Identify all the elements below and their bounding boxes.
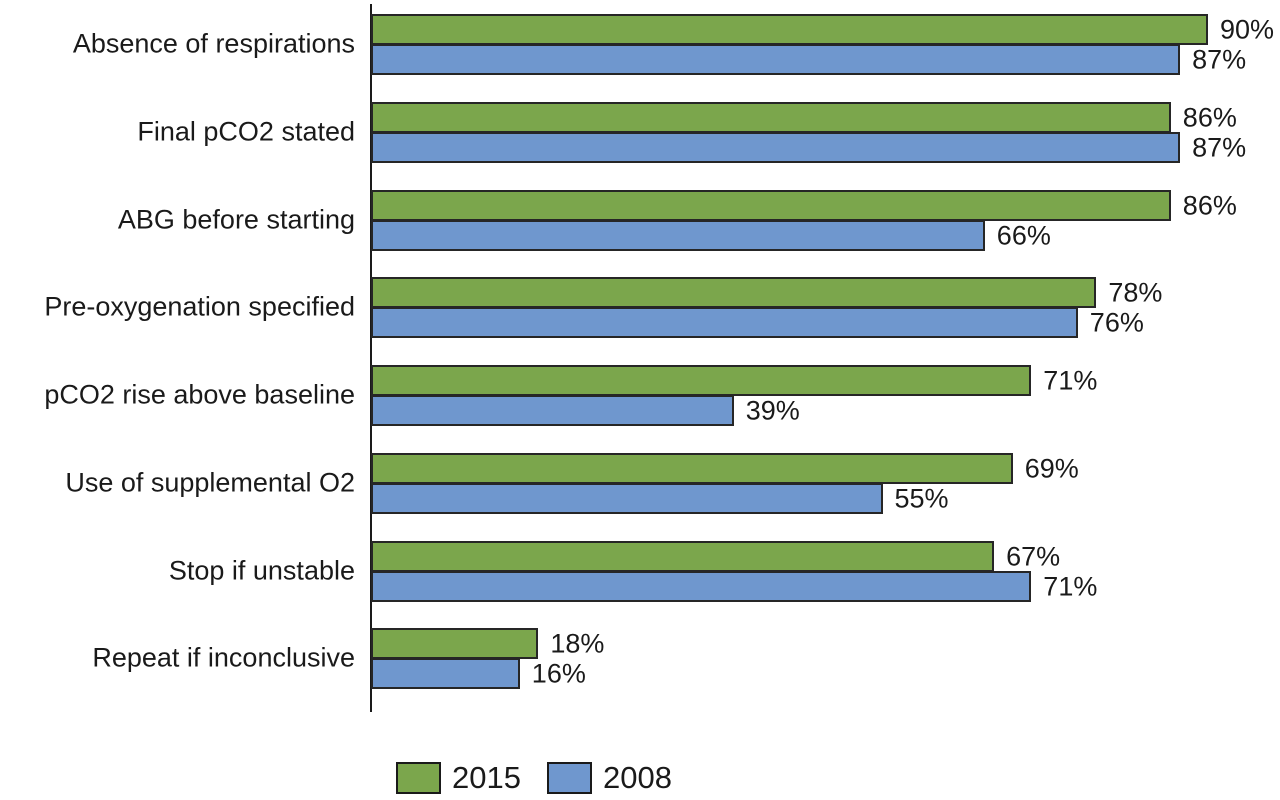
bar-2008 — [371, 658, 520, 690]
value-label-2015: 18% — [550, 628, 605, 659]
legend-item-2008: 2008 — [546, 760, 672, 796]
legend-label-2008: 2008 — [602, 760, 672, 795]
category-label: Final pCO2 stated — [137, 116, 355, 147]
value-label-2015: 69% — [1024, 453, 1079, 484]
bar-2008 — [371, 219, 985, 251]
category-label: Use of supplemental O2 — [65, 467, 355, 498]
value-label-2008: 87% — [1192, 132, 1247, 163]
category-label: Pre-oxygenation specified — [44, 291, 355, 322]
category-label: Stop if unstable — [168, 555, 355, 585]
bar-2015 — [371, 540, 995, 572]
bar-2008 — [371, 307, 1078, 339]
value-label-2008: 55% — [894, 483, 949, 514]
legend-swatch-2008 — [546, 762, 592, 794]
value-label-2015: 90% — [1220, 14, 1275, 45]
legend: 2015 2008 — [396, 760, 672, 796]
legend-item-2015: 2015 — [396, 760, 521, 796]
category-label: pCO2 rise above baseline — [44, 379, 355, 410]
category-label: Absence of respirations — [72, 28, 355, 59]
bar-2015 — [371, 365, 1032, 396]
value-label-2015: 71% — [1043, 365, 1098, 396]
value-label-2015: 78% — [1108, 277, 1163, 308]
y-axis-line — [370, 4, 372, 712]
bar-2015 — [371, 14, 1208, 45]
value-label-2008: 39% — [745, 395, 800, 426]
bar-2008 — [371, 570, 1032, 602]
legend-label-2015: 2015 — [452, 760, 521, 795]
value-label-2015: 86% — [1182, 190, 1237, 220]
value-label-2008: 66% — [996, 220, 1051, 250]
bar-2015 — [371, 189, 1171, 221]
bar-2008 — [371, 395, 734, 426]
bar-2015 — [371, 628, 539, 660]
value-label-2008: 16% — [531, 658, 586, 689]
value-label-2015: 86% — [1182, 102, 1237, 133]
bar-2008 — [371, 482, 883, 514]
category-label: Repeat if inconclusive — [92, 642, 355, 673]
bar-2008 — [371, 44, 1181, 75]
value-label-2008: 87% — [1192, 44, 1247, 75]
bar-2015 — [371, 101, 1171, 133]
legend-swatch-2015 — [396, 762, 441, 794]
bar-2015 — [371, 452, 1013, 484]
bar-2008 — [371, 131, 1181, 163]
value-label-2008: 76% — [1089, 307, 1144, 338]
value-label-2008: 71% — [1043, 571, 1098, 601]
category-label: ABG before starting — [117, 204, 355, 234]
value-label-2015: 67% — [1006, 541, 1061, 571]
bar-2015 — [371, 277, 1097, 309]
